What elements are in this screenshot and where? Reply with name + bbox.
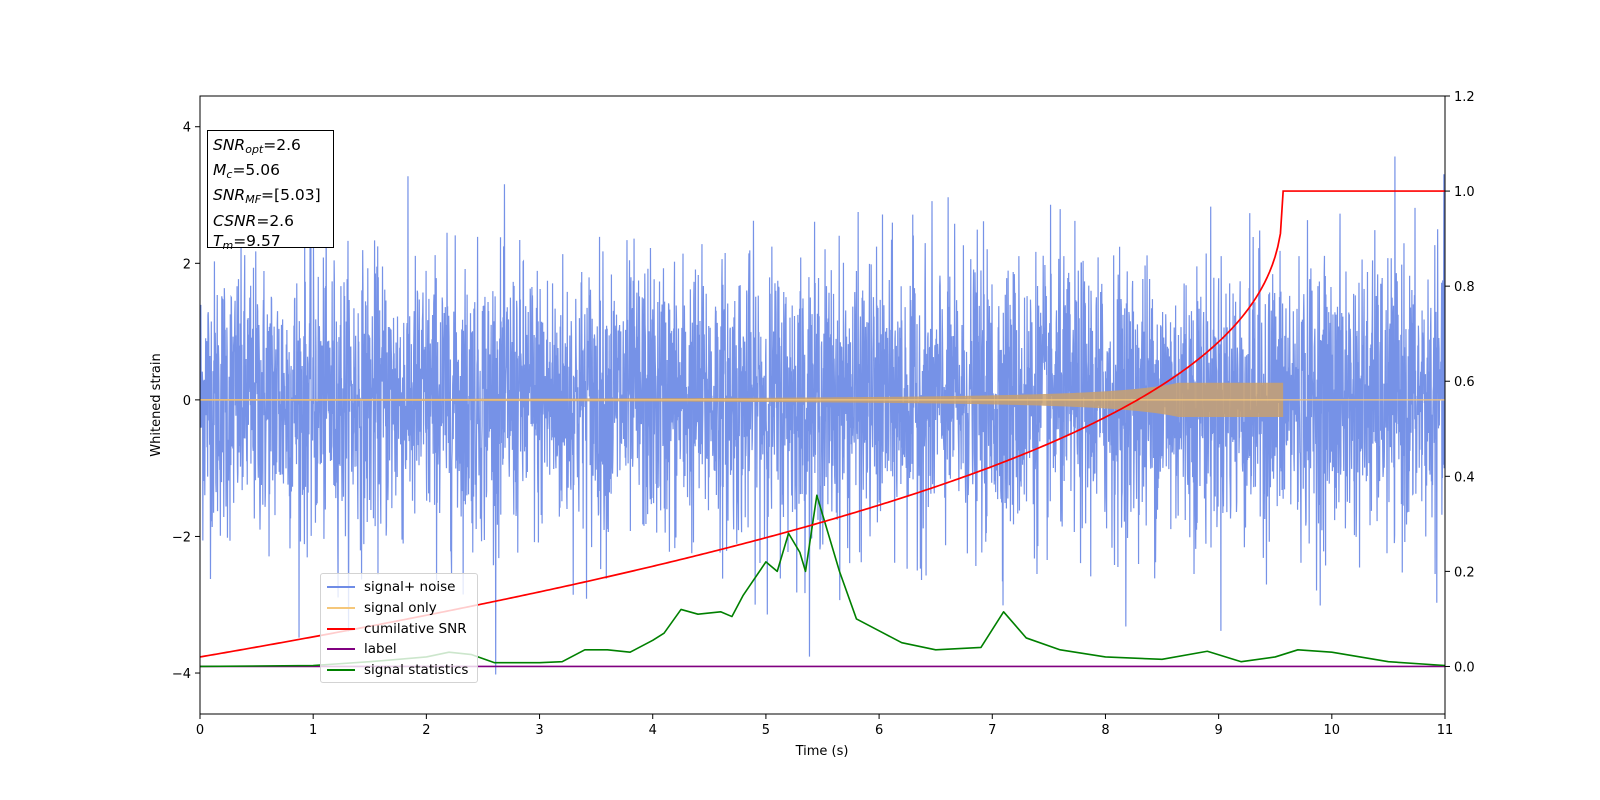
x-tick-label: 10	[1324, 723, 1341, 738]
snr-mf-text: SNRMF=[5.03]	[213, 186, 321, 207]
x-tick-label: 7	[988, 723, 996, 738]
x-tick-label: 2	[422, 723, 430, 738]
legend-label: cumilative SNR	[364, 620, 467, 637]
mc-text: Mc=5.06	[213, 161, 280, 182]
x-tick-label: 0	[196, 723, 204, 738]
legend-label: signal only	[364, 600, 437, 617]
y-axis-left: −4 −2 0 2 4	[172, 121, 200, 682]
legend-entry-cumulative-snr: cumilative SNR	[327, 618, 477, 639]
y-left-tick-label: 0	[183, 394, 191, 409]
x-tick-label: 5	[762, 723, 770, 738]
legend-entry-signal-noise: signal+ noise	[327, 577, 477, 598]
legend-label: signal+ noise	[364, 579, 456, 596]
y-axis-label: Whitened strain	[149, 353, 164, 456]
csnr-text: CSNR=2.6	[213, 211, 294, 230]
x-axis-label: Time (s)	[795, 744, 849, 759]
x-axis: 0 1 2 3 4 5 6 7 8 9 10 11	[196, 714, 1453, 738]
snr-opt-text: SNRopt=2.6	[213, 136, 301, 156]
plot-frame	[199, 95, 1446, 715]
y-right-tick-label: 0.6	[1454, 375, 1475, 390]
x-tick-label: 11	[1437, 723, 1454, 738]
x-tick-label: 9	[1214, 723, 1222, 738]
legend-entry-signal-statistics: signal statistics	[327, 660, 477, 681]
x-tick-label: 8	[1101, 723, 1109, 738]
series-signal-noise	[200, 156, 1445, 675]
legend-swatch	[327, 586, 355, 589]
y-left-tick-label: −2	[172, 530, 191, 545]
x-tick-label: 3	[535, 723, 543, 738]
legend-label: label	[364, 641, 397, 658]
x-tick-label: 4	[649, 723, 657, 738]
annotation-box: SNRopt=2.6 Mc=5.06 SNRMF=[5.03] CSNR=2.6…	[207, 130, 334, 252]
x-tick-label: 1	[309, 723, 317, 738]
y-right-tick-label: 0.2	[1454, 565, 1475, 580]
y-right-tick-label: 1.0	[1454, 185, 1475, 200]
y-axis-right: 0.0 0.2 0.4 0.6 0.8 1.0 1.2	[1445, 90, 1475, 675]
y-right-tick-label: 0.4	[1454, 470, 1475, 485]
legend-label: signal statistics	[364, 662, 469, 679]
tm-text: Tm=9.57	[213, 231, 281, 252]
legend-swatch	[327, 648, 355, 651]
legend-swatch	[327, 607, 355, 610]
y-left-tick-label: 2	[183, 257, 191, 272]
y-left-tick-label: −4	[172, 667, 191, 682]
y-left-tick-label: 4	[183, 121, 191, 136]
legend-entry-signal-only: signal only	[327, 598, 477, 619]
x-tick-label: 6	[875, 723, 883, 738]
y-right-tick-label: 0.0	[1454, 660, 1475, 675]
legend-entry-label: label	[327, 639, 477, 660]
legend: signal+ noise signal only cumilative SNR…	[320, 573, 478, 683]
y-right-tick-label: 0.8	[1454, 280, 1475, 295]
y-right-tick-label: 1.2	[1454, 90, 1475, 105]
legend-swatch	[327, 669, 355, 672]
series-signal-statistics	[200, 494, 1445, 668]
legend-swatch	[327, 627, 355, 630]
